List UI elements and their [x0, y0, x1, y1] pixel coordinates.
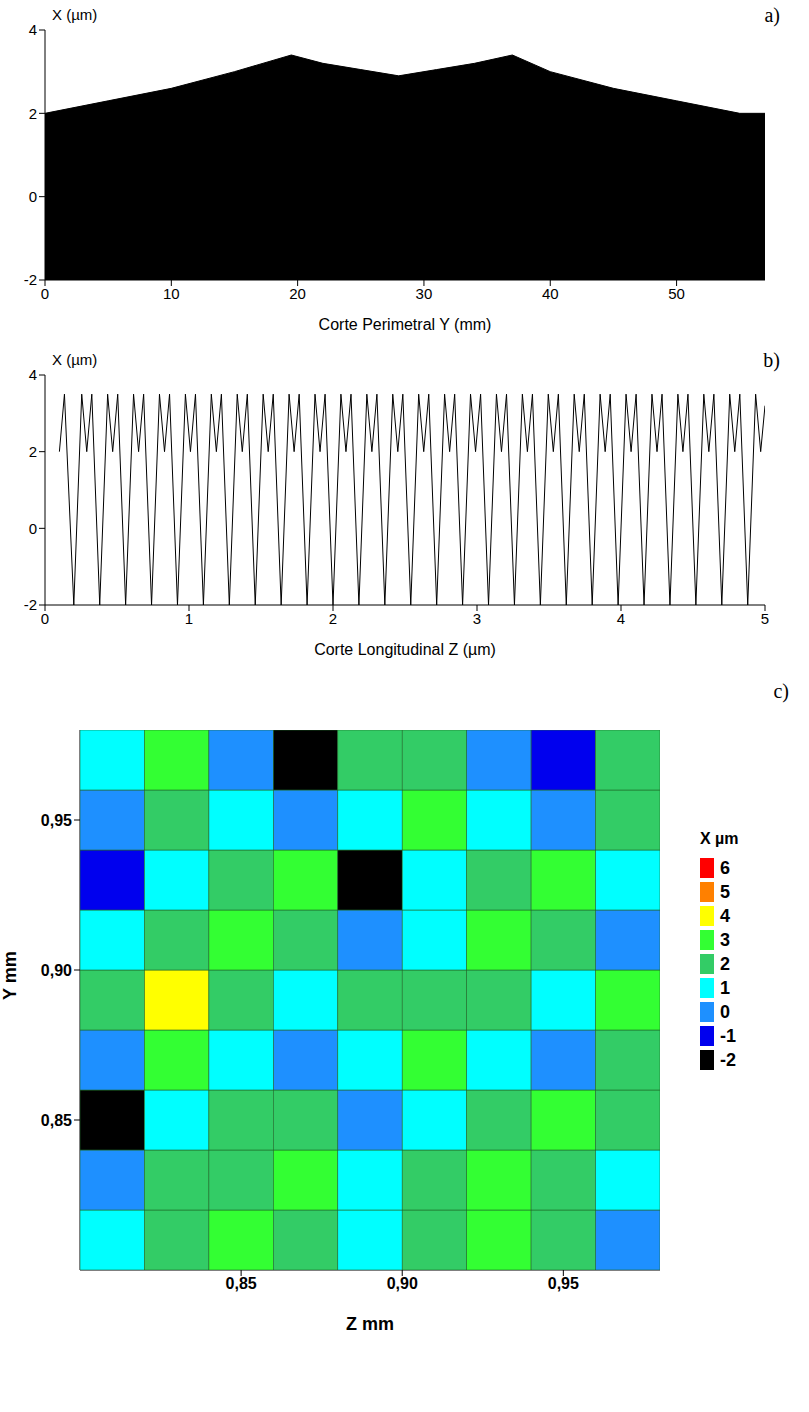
html-text:-1: -1 — [720, 1025, 736, 1046]
html-text:b): b) — [763, 349, 780, 371]
svg-text:0,90: 0,90 — [41, 962, 72, 979]
svg-text:30: 30 — [416, 285, 433, 302]
html-text:2: 2 — [720, 953, 730, 974]
svg-text:Z mm: Z mm — [346, 1314, 394, 1334]
html-text:-2: -2 — [720, 1049, 736, 1070]
svg-text:0: 0 — [29, 188, 37, 205]
svg-text:2: 2 — [329, 610, 337, 627]
svg-text:-2: -2 — [24, 596, 37, 613]
html-text:X µm: X µm — [700, 830, 739, 847]
svg-text:0,90: 0,90 — [387, 1275, 418, 1292]
svg-text:2: 2 — [29, 105, 37, 122]
svg-text:0,95: 0,95 — [548, 1275, 579, 1292]
svg-text:Corte Longitudinal Z (µm): Corte Longitudinal Z (µm) — [314, 641, 496, 658]
svg-text:4: 4 — [29, 366, 37, 383]
svg-text:0,95: 0,95 — [41, 812, 72, 829]
svg-text:5: 5 — [761, 610, 769, 627]
svg-text:0: 0 — [41, 285, 49, 302]
html-text:4: 4 — [720, 905, 730, 926]
svg-text:20: 20 — [289, 285, 306, 302]
svg-text:0,85: 0,85 — [226, 1275, 257, 1292]
svg-text:0,85: 0,85 — [41, 1112, 72, 1129]
html-text:c): c) — [773, 680, 789, 702]
svg-text:2: 2 — [29, 443, 37, 460]
html-text:X (µm): X (µm) — [52, 351, 98, 368]
svg-text:40: 40 — [542, 285, 559, 302]
svg-text:10: 10 — [163, 285, 180, 302]
html-text:0: 0 — [720, 1001, 730, 1022]
svg-text:3: 3 — [473, 610, 481, 627]
svg-text:4: 4 — [29, 21, 37, 38]
html-text:1: 1 — [720, 977, 730, 998]
html-text:6: 6 — [720, 857, 730, 878]
html-text:5: 5 — [720, 881, 730, 902]
svg-text:1: 1 — [185, 610, 193, 627]
html-text:X (µm): X (µm) — [52, 6, 98, 23]
svg-text:4: 4 — [617, 610, 625, 627]
html-text:a): a) — [764, 4, 780, 26]
html-text:3: 3 — [720, 929, 730, 950]
svg-text:0: 0 — [29, 520, 37, 537]
svg-text:50: 50 — [668, 285, 685, 302]
svg-text:-2: -2 — [24, 271, 37, 288]
svg-text:Y mm: Y mm — [0, 951, 20, 1000]
svg-text:0: 0 — [41, 610, 49, 627]
svg-text:Corte Perimetral Y (mm): Corte Perimetral Y (mm) — [319, 316, 492, 333]
